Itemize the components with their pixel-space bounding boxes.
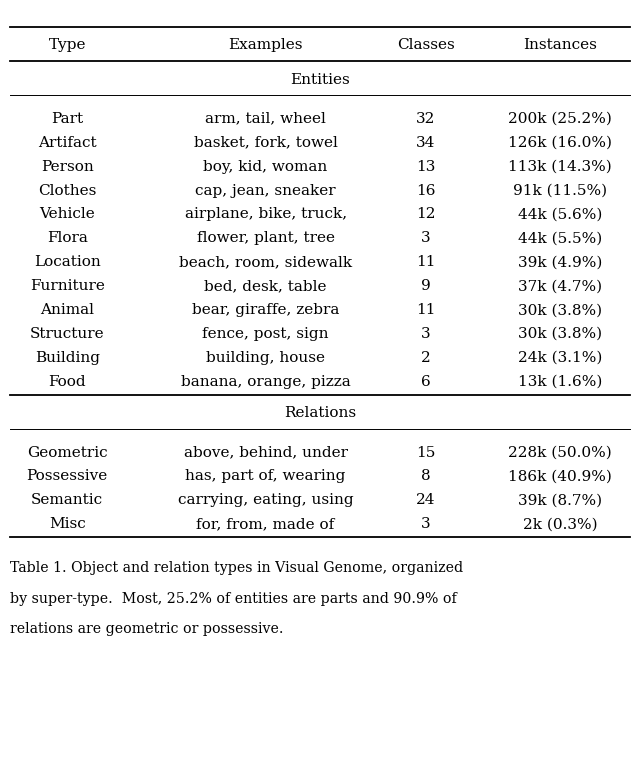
Text: 11: 11	[416, 256, 435, 269]
Text: 30k (3.8%): 30k (3.8%)	[518, 303, 602, 317]
Text: 228k (50.0%): 228k (50.0%)	[508, 445, 612, 459]
Text: 9: 9	[420, 279, 431, 293]
Text: Flora: Flora	[47, 232, 88, 245]
Text: for, from, made of: for, from, made of	[196, 517, 335, 531]
Text: 39k (8.7%): 39k (8.7%)	[518, 493, 602, 507]
Text: 3: 3	[420, 232, 431, 245]
Text: Food: Food	[49, 375, 86, 389]
Text: Entities: Entities	[290, 73, 350, 86]
Text: bear, giraffe, zebra: bear, giraffe, zebra	[192, 303, 339, 317]
Text: 3: 3	[420, 517, 431, 531]
Text: Table 1. Object and relation types in Visual Genome, organized: Table 1. Object and relation types in Vi…	[10, 560, 463, 574]
Text: 113k (14.3%): 113k (14.3%)	[508, 160, 612, 174]
Text: Examples: Examples	[228, 38, 303, 52]
Text: Instances: Instances	[523, 38, 597, 52]
Text: flower, plant, tree: flower, plant, tree	[196, 232, 335, 245]
Text: 15: 15	[416, 445, 435, 459]
Text: relations are geometric or possessive.: relations are geometric or possessive.	[10, 622, 283, 636]
Text: boy, kid, woman: boy, kid, woman	[204, 160, 328, 174]
Text: 200k (25.2%): 200k (25.2%)	[508, 112, 612, 126]
Text: airplane, bike, truck,: airplane, bike, truck,	[184, 208, 347, 222]
Text: 186k (40.9%): 186k (40.9%)	[508, 469, 612, 483]
Text: 13k (1.6%): 13k (1.6%)	[518, 375, 602, 389]
Text: arm, tail, wheel: arm, tail, wheel	[205, 112, 326, 126]
Text: Building: Building	[35, 351, 100, 365]
Text: 6: 6	[420, 375, 431, 389]
Text: 24: 24	[416, 493, 435, 507]
Text: Relations: Relations	[284, 406, 356, 420]
Text: 3: 3	[420, 327, 431, 341]
Text: 2k (0.3%): 2k (0.3%)	[523, 517, 597, 531]
Text: Possessive: Possessive	[27, 469, 108, 483]
Text: 34: 34	[416, 136, 435, 150]
Text: Person: Person	[41, 160, 93, 174]
Text: building, house: building, house	[206, 351, 325, 365]
Text: 32: 32	[416, 112, 435, 126]
Text: Clothes: Clothes	[38, 184, 97, 198]
Text: 126k (16.0%): 126k (16.0%)	[508, 136, 612, 150]
Text: Vehicle: Vehicle	[39, 208, 95, 222]
Text: Location: Location	[34, 256, 100, 269]
Text: bed, desk, table: bed, desk, table	[204, 279, 327, 293]
Text: Type: Type	[49, 38, 86, 52]
Text: 39k (4.9%): 39k (4.9%)	[518, 256, 602, 269]
Text: banana, orange, pizza: banana, orange, pizza	[180, 375, 351, 389]
Text: 44k (5.6%): 44k (5.6%)	[518, 208, 602, 222]
Text: 2: 2	[420, 351, 431, 365]
Text: cap, jean, sneaker: cap, jean, sneaker	[195, 184, 336, 198]
Text: Structure: Structure	[30, 327, 104, 341]
Text: Part: Part	[51, 112, 83, 126]
Text: by super-type.  Most, 25.2% of entities are parts and 90.9% of: by super-type. Most, 25.2% of entities a…	[10, 591, 456, 605]
Text: above, behind, under: above, behind, under	[184, 445, 348, 459]
Text: fence, post, sign: fence, post, sign	[202, 327, 329, 341]
Text: Animal: Animal	[40, 303, 94, 317]
Text: 13: 13	[416, 160, 435, 174]
Text: beach, room, sidewalk: beach, room, sidewalk	[179, 256, 352, 269]
Text: 37k (4.7%): 37k (4.7%)	[518, 279, 602, 293]
Text: Misc: Misc	[49, 517, 86, 531]
Text: Semantic: Semantic	[31, 493, 103, 507]
Text: 8: 8	[420, 469, 431, 483]
Text: 44k (5.5%): 44k (5.5%)	[518, 232, 602, 245]
Text: Furniture: Furniture	[30, 279, 104, 293]
Text: Geometric: Geometric	[27, 445, 108, 459]
Text: 30k (3.8%): 30k (3.8%)	[518, 327, 602, 341]
Text: Classes: Classes	[397, 38, 454, 52]
Text: Artifact: Artifact	[38, 136, 97, 150]
Text: 11: 11	[416, 303, 435, 317]
Text: 24k (3.1%): 24k (3.1%)	[518, 351, 602, 365]
Text: has, part of, wearing: has, part of, wearing	[186, 469, 346, 483]
Text: basket, fork, towel: basket, fork, towel	[194, 136, 337, 150]
Text: carrying, eating, using: carrying, eating, using	[178, 493, 353, 507]
Text: 12: 12	[416, 208, 435, 222]
Text: 91k (11.5%): 91k (11.5%)	[513, 184, 607, 198]
Text: 16: 16	[416, 184, 435, 198]
